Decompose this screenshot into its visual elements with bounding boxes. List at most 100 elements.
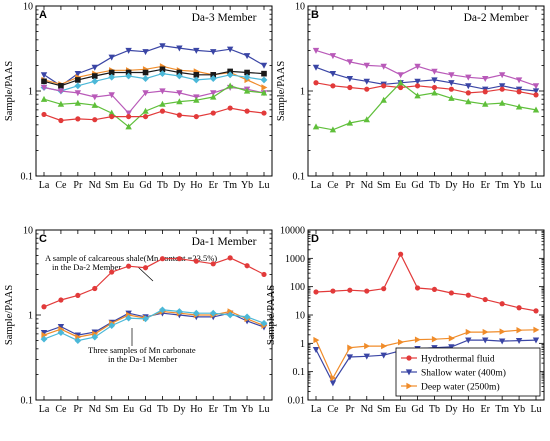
data-point bbox=[142, 113, 149, 120]
series bbox=[313, 251, 539, 314]
data-point bbox=[40, 95, 48, 102]
data-point bbox=[260, 319, 268, 327]
x-tick-label: Eu bbox=[123, 404, 134, 415]
data-point bbox=[346, 354, 354, 361]
data-point bbox=[243, 87, 251, 94]
series bbox=[313, 80, 539, 98]
data-point bbox=[329, 380, 337, 387]
data-point bbox=[465, 98, 472, 105]
data-point bbox=[244, 263, 250, 269]
data-point bbox=[313, 336, 320, 344]
data-point bbox=[347, 287, 353, 293]
data-point bbox=[108, 92, 115, 99]
panel-title: Da-2 Member bbox=[464, 12, 529, 24]
data-point bbox=[40, 335, 48, 343]
data-point bbox=[159, 70, 166, 78]
data-point bbox=[243, 73, 251, 81]
data-point bbox=[431, 77, 438, 84]
data-point bbox=[260, 76, 268, 84]
data-point bbox=[363, 78, 370, 85]
y-tick-label: 100 bbox=[290, 282, 305, 293]
data-point bbox=[431, 89, 438, 96]
data-point bbox=[159, 88, 166, 95]
data-point bbox=[91, 64, 98, 71]
x-tick-label: Tm bbox=[223, 180, 237, 191]
data-point bbox=[498, 99, 506, 106]
data-point bbox=[108, 322, 116, 330]
data-point bbox=[159, 108, 166, 114]
data-point bbox=[414, 63, 421, 70]
data-point bbox=[91, 73, 98, 79]
data-point bbox=[499, 328, 506, 335]
panel-c: C Da-1 Member Sample/PAAS A sample of ca… bbox=[4, 226, 273, 415]
data-point bbox=[482, 75, 489, 82]
y-axis-label: Sample/PAAS bbox=[4, 285, 15, 345]
data-point bbox=[516, 89, 522, 95]
data-point bbox=[532, 83, 540, 90]
series bbox=[41, 255, 267, 310]
data-point bbox=[176, 69, 183, 76]
series-layer bbox=[40, 255, 268, 344]
data-point bbox=[261, 84, 268, 91]
x-tick-label: Ce bbox=[55, 180, 67, 191]
data-point bbox=[398, 84, 404, 91]
data-point bbox=[515, 77, 523, 84]
x-tick-label: Sm bbox=[377, 404, 391, 415]
data-point bbox=[498, 338, 506, 345]
series bbox=[312, 79, 540, 133]
data-point bbox=[498, 83, 506, 90]
data-point bbox=[312, 347, 320, 354]
x-tick-label: Er bbox=[209, 404, 219, 415]
series-line bbox=[43, 107, 265, 122]
data-point bbox=[91, 77, 99, 85]
data-point bbox=[363, 353, 370, 360]
data-point bbox=[193, 113, 199, 120]
x-tick-label: Ce bbox=[327, 180, 339, 191]
x-tick-label: Nd bbox=[89, 180, 101, 191]
data-point bbox=[448, 86, 454, 92]
data-point bbox=[330, 374, 337, 382]
data-point bbox=[142, 75, 149, 82]
data-point bbox=[176, 256, 182, 262]
data-point bbox=[227, 105, 233, 111]
data-point bbox=[125, 123, 132, 130]
data-point bbox=[431, 286, 438, 293]
data-point bbox=[312, 123, 320, 130]
x-tick-label: Ho bbox=[190, 180, 202, 191]
data-point bbox=[261, 70, 267, 77]
data-point bbox=[431, 335, 438, 343]
data-point bbox=[159, 256, 166, 262]
x-tick-label: Er bbox=[209, 180, 219, 191]
x-tick-label: Ce bbox=[327, 404, 339, 415]
data-point bbox=[227, 68, 233, 75]
legend-label: Shallow water (400m) bbox=[421, 368, 506, 379]
x-tick-label: Nd bbox=[361, 180, 373, 191]
data-point bbox=[176, 45, 183, 52]
data-point bbox=[57, 88, 65, 95]
x-tick-label: Gd bbox=[139, 180, 151, 191]
data-point bbox=[533, 326, 540, 334]
data-point bbox=[74, 90, 82, 97]
data-point bbox=[210, 72, 217, 78]
x-tick-label: Nd bbox=[89, 404, 101, 415]
annotation-mn-line1: Three samples of Mn carbonate bbox=[88, 345, 196, 355]
x-tick-label: La bbox=[311, 180, 322, 191]
data-point bbox=[192, 309, 200, 317]
data-point bbox=[347, 84, 353, 91]
data-point bbox=[516, 305, 522, 311]
data-point bbox=[176, 112, 182, 118]
panel-b: B Da-2 Member Sample/PAAS La Ce Pr Nd Sm Eu Gd… bbox=[276, 2, 545, 191]
series-line bbox=[315, 82, 537, 96]
data-point bbox=[380, 352, 387, 359]
data-point bbox=[58, 117, 64, 124]
data-point bbox=[74, 82, 82, 90]
data-point bbox=[465, 337, 472, 344]
data-point bbox=[142, 90, 149, 97]
x-tick-label: Sm bbox=[105, 404, 119, 415]
data-point bbox=[465, 74, 472, 81]
annotation-shale-line2: in the Da-2 Member bbox=[52, 262, 121, 272]
x-tick-label: Ho bbox=[462, 180, 474, 191]
series bbox=[41, 105, 267, 124]
data-point bbox=[448, 94, 455, 101]
